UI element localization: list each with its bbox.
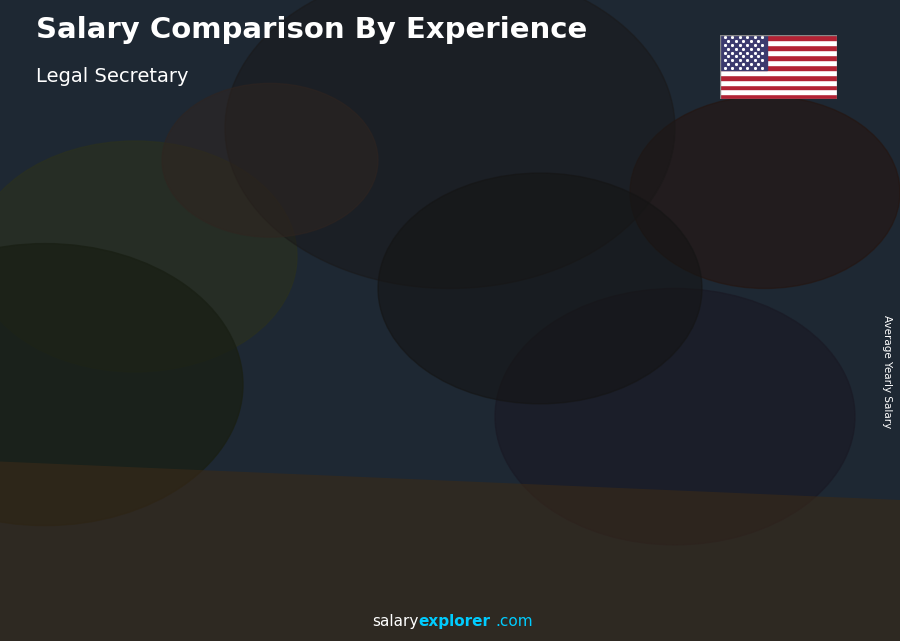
Circle shape	[162, 83, 378, 237]
Bar	[720, 50, 837, 55]
Text: salary: salary	[372, 615, 418, 629]
Text: 28,400 USD: 28,400 USD	[66, 468, 144, 481]
Polygon shape	[707, 241, 773, 567]
Polygon shape	[456, 278, 531, 291]
Bar	[720, 79, 837, 85]
Polygon shape	[395, 328, 406, 567]
Polygon shape	[270, 401, 280, 567]
Bar	[720, 35, 837, 40]
Text: +8%: +8%	[654, 167, 700, 185]
Circle shape	[0, 244, 243, 526]
Circle shape	[630, 96, 900, 288]
Polygon shape	[204, 401, 280, 414]
Polygon shape	[204, 414, 270, 567]
Text: 74,500 USD: 74,500 USD	[569, 281, 647, 294]
Polygon shape	[581, 265, 647, 567]
Polygon shape	[581, 253, 657, 265]
Bar	[720, 75, 837, 79]
Circle shape	[378, 173, 702, 404]
Text: +9%: +9%	[528, 191, 574, 210]
Text: 56,000 USD: 56,000 USD	[318, 356, 396, 369]
Text: +22%: +22%	[397, 217, 454, 235]
Polygon shape	[330, 340, 395, 567]
Text: +34%: +34%	[145, 340, 203, 358]
Text: 37,900 USD: 37,900 USD	[192, 429, 270, 442]
Text: explorer: explorer	[418, 615, 490, 629]
Bar	[720, 94, 837, 99]
Bar	[720, 70, 837, 75]
Bar	[720, 65, 837, 70]
Polygon shape	[0, 462, 900, 641]
Polygon shape	[456, 291, 521, 567]
Circle shape	[495, 288, 855, 545]
Bar	[720, 35, 767, 70]
Polygon shape	[78, 453, 144, 567]
Text: Legal Secretary: Legal Secretary	[36, 67, 188, 87]
Bar	[720, 90, 837, 94]
Text: Average Yearly Salary: Average Yearly Salary	[881, 315, 892, 428]
Text: 68,300 USD: 68,300 USD	[443, 306, 521, 319]
Polygon shape	[78, 440, 154, 453]
Bar	[720, 60, 837, 65]
Polygon shape	[144, 440, 154, 567]
Bar	[720, 40, 837, 45]
Bar	[720, 45, 837, 50]
Text: +48%: +48%	[271, 266, 329, 284]
Circle shape	[225, 0, 675, 288]
Polygon shape	[521, 278, 531, 567]
Polygon shape	[330, 328, 406, 340]
Polygon shape	[773, 229, 783, 567]
Polygon shape	[707, 229, 783, 241]
Text: Salary Comparison By Experience: Salary Comparison By Experience	[36, 16, 587, 44]
Circle shape	[0, 141, 297, 372]
Bar	[720, 55, 837, 60]
Bar	[720, 85, 837, 90]
Text: 80,600 USD: 80,600 USD	[695, 256, 773, 269]
Polygon shape	[647, 253, 657, 567]
Text: .com: .com	[495, 615, 533, 629]
